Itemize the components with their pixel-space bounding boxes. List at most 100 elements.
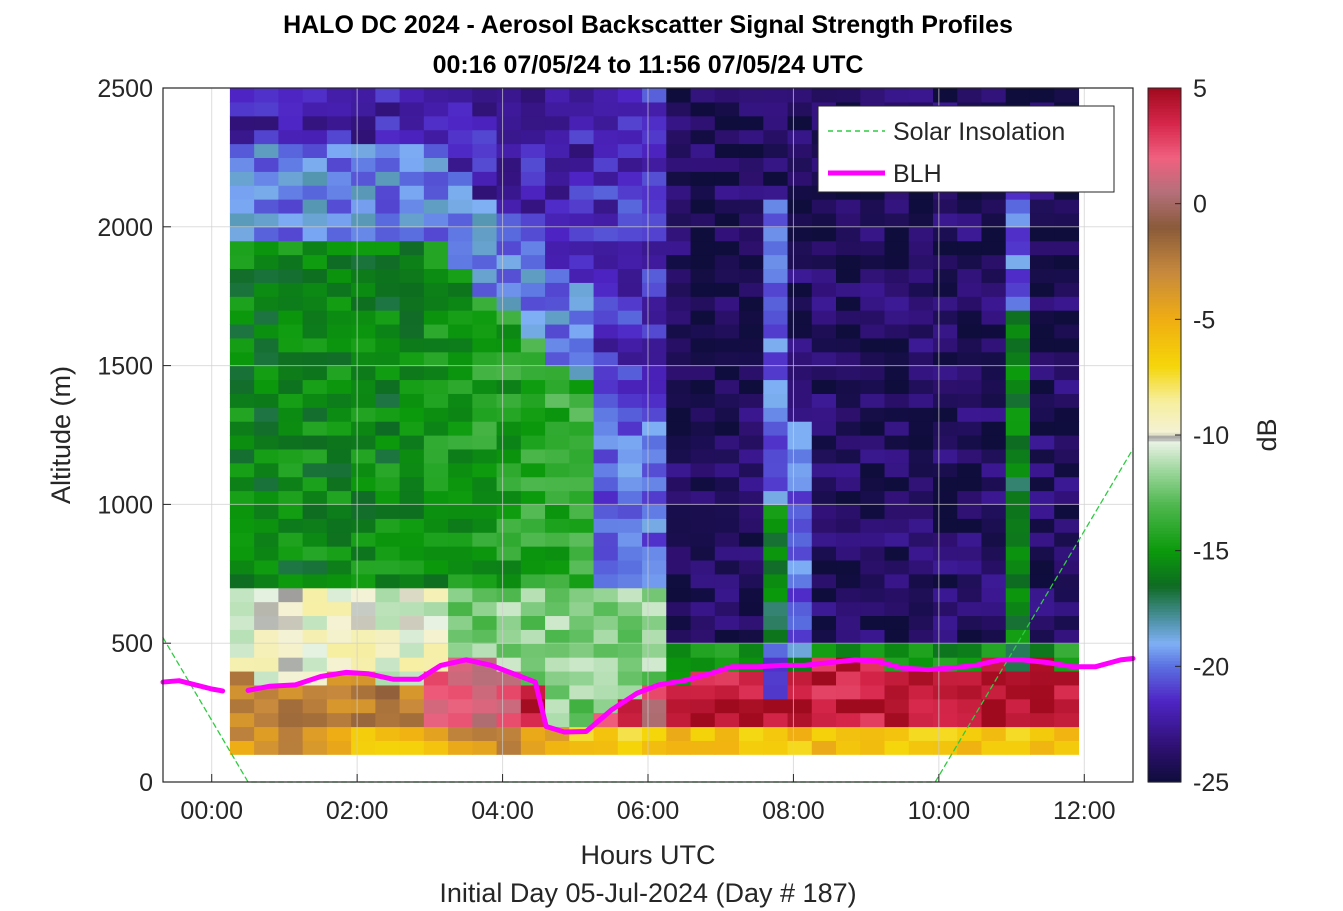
colorbar-strip [1148, 484, 1181, 488]
heatmap-cell [739, 448, 764, 464]
heatmap-cell [520, 310, 546, 325]
heatmap-cell [666, 435, 692, 450]
colorbar-strip [1148, 166, 1181, 170]
heatmap-cell [739, 643, 764, 658]
heatmap-cell [642, 365, 667, 381]
heatmap-cell [326, 171, 352, 186]
heatmap-cell [642, 115, 667, 131]
heatmap-cell [763, 282, 789, 297]
heatmap-cell [690, 684, 716, 700]
heatmap-cell [254, 435, 279, 450]
heatmap-cell [593, 559, 619, 575]
chart-title: HALO DC 2024 - Aerosol Backscatter Signa… [283, 11, 1013, 39]
heatmap-cell [617, 490, 643, 505]
heatmap-cell [448, 240, 473, 256]
heatmap-cell [957, 490, 983, 505]
heatmap-cell [811, 462, 837, 478]
heatmap-cell [593, 115, 619, 131]
heatmap-cell [690, 254, 716, 270]
heatmap-cell [399, 587, 425, 603]
heatmap-cell [496, 698, 522, 714]
heatmap-cell [326, 421, 352, 436]
legend: Solar Insolation BLH [817, 105, 1115, 193]
heatmap-cell [278, 143, 304, 158]
heatmap-cell [763, 462, 789, 478]
heatmap-cell [593, 101, 619, 117]
heatmap-cell [642, 129, 667, 145]
heatmap-cell [569, 476, 595, 492]
heatmap-cell [254, 268, 279, 283]
heatmap-cell [254, 407, 279, 422]
heatmap-cell [254, 657, 279, 672]
heatmap-cell [957, 268, 983, 283]
heatmap-cell [229, 212, 255, 228]
heatmap-cell [1054, 337, 1080, 353]
heatmap-cell [787, 559, 813, 575]
heatmap-cell [811, 421, 837, 436]
heatmap-cell [351, 101, 376, 117]
colorbar-strip [1148, 458, 1181, 462]
heatmap-cell [763, 670, 789, 686]
heatmap-cell [739, 101, 764, 117]
heatmap-cell [690, 226, 716, 242]
heatmap-cell [399, 573, 425, 589]
heatmap-cell [1054, 282, 1080, 297]
heatmap-cell [496, 684, 522, 700]
heatmap-cell [787, 393, 813, 408]
heatmap-cell [496, 407, 522, 422]
heatmap-cell [666, 615, 692, 630]
colorbar-strip [1148, 342, 1181, 346]
colorbar-strip [1148, 547, 1181, 552]
heatmap-cell [496, 157, 522, 172]
heatmap-cell [520, 546, 546, 561]
colorbar-strip [1148, 200, 1181, 205]
heatmap-cell [399, 435, 425, 450]
heatmap-cell [981, 365, 1007, 381]
heatmap-cell [860, 546, 886, 561]
heatmap-cell [787, 199, 813, 214]
heatmap-cell [520, 518, 546, 533]
heatmap-cell [642, 337, 667, 353]
colorbar-strip [1148, 102, 1181, 106]
heatmap-cell [908, 504, 934, 519]
heatmap-cell [933, 490, 958, 505]
heatmap-cell [229, 129, 255, 145]
heatmap-cell [836, 698, 861, 714]
heatmap-cell [593, 629, 619, 644]
heatmap-cell [1054, 462, 1080, 478]
heatmap-cell [617, 421, 643, 436]
heatmap-cell [908, 615, 934, 630]
heatmap-cell [229, 88, 255, 103]
heatmap-cell [884, 587, 910, 603]
heatmap-cell [569, 337, 595, 353]
colorbar-strip [1148, 544, 1181, 549]
heatmap-cell [351, 740, 376, 755]
heatmap-cell [884, 296, 910, 311]
heatmap-cell [884, 684, 910, 700]
heatmap-cell [642, 712, 667, 728]
heatmap-cell [278, 226, 304, 242]
colorbar-strip [1148, 281, 1181, 286]
heatmap-cell [763, 476, 789, 492]
heatmap-cell [569, 629, 595, 644]
heatmap-cell [593, 379, 619, 394]
heatmap-cell [254, 296, 279, 311]
heatmap-cell [520, 254, 546, 270]
heatmap-cell [399, 601, 425, 617]
colorbar-strip [1148, 119, 1181, 124]
heatmap-cell [520, 129, 546, 145]
colorbar-tick-label: -5 [1193, 306, 1215, 334]
heatmap-cell [836, 407, 861, 422]
heatmap-cell [520, 337, 546, 353]
heatmap-cell [375, 282, 401, 297]
colorbar-strip [1148, 313, 1181, 318]
heatmap-cell [787, 629, 813, 644]
heatmap-cell [739, 323, 764, 339]
heatmap-cell [666, 143, 692, 158]
heatmap-cell [375, 101, 401, 117]
heatmap-cell [763, 296, 789, 311]
heatmap-cell [423, 490, 449, 505]
heatmap-cell [326, 726, 352, 741]
colorbar-strip [1148, 328, 1181, 332]
heatmap-cell [1029, 726, 1055, 741]
